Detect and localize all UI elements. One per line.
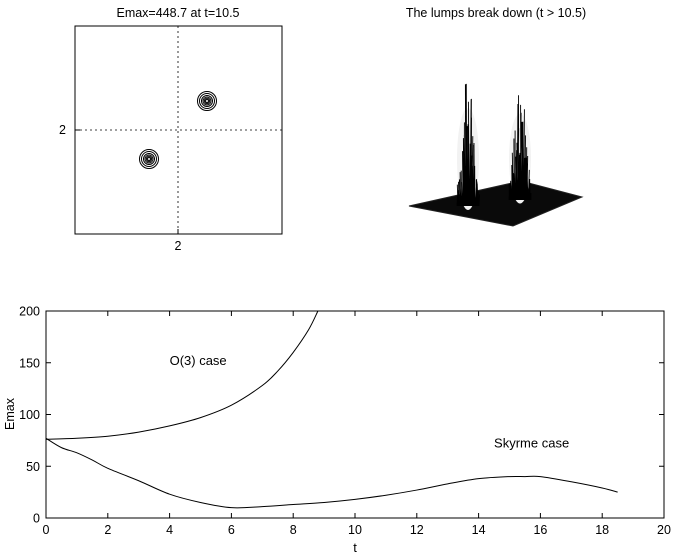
- surface-title: The lumps break down (t > 10.5): [406, 6, 586, 20]
- x-tick-label: 18: [595, 523, 609, 537]
- annotation-label: O(3) case: [170, 353, 227, 368]
- y-tick-label: 0: [33, 512, 40, 526]
- contour-frame: [74, 25, 283, 235]
- x-tick-label: 14: [472, 523, 486, 537]
- surface-panel: The lumps break down (t > 10.5): [406, 6, 586, 227]
- line-chart: 0 2 4 6 8 10 12 14 16 18 20 0 50 100 150 200 t Emax O(…: [3, 305, 671, 556]
- x-tick-label: 10: [348, 523, 362, 537]
- annotations: O(3) case Skyrme case: [170, 353, 570, 451]
- annotation-label: Skyrme case: [494, 436, 569, 451]
- contour-title: Emax=448.7 at t=10.5: [116, 6, 239, 20]
- y-tick-label: 100: [19, 408, 40, 422]
- x-ticks: 0 2 4 6 8 10 12 14 16 18 20: [43, 311, 671, 537]
- y-tick-label: 50: [26, 460, 40, 474]
- series-lines: [45, 310, 618, 509]
- surface-base-plane: [408, 180, 584, 227]
- x-tick-label: 4: [166, 523, 173, 537]
- y-tick-label: 150: [19, 356, 40, 370]
- lump-contour-lower: [139, 149, 159, 169]
- contour-ytick-label: 2: [59, 123, 66, 137]
- contour-panel: Emax=448.7 at t=10.5 2 2: [59, 6, 283, 253]
- x-tick-label: 20: [657, 523, 671, 537]
- y-axis-label: Emax: [3, 397, 17, 430]
- y-tick-label: 200: [19, 305, 40, 319]
- x-tick-label: 8: [290, 523, 297, 537]
- x-tick-label: 16: [533, 523, 547, 537]
- x-axis-label: t: [353, 540, 357, 555]
- lump-contour-upper: [197, 91, 217, 111]
- x-tick-label: 12: [410, 523, 424, 537]
- x-tick-label: 2: [104, 523, 111, 537]
- series-line-o-3-case: [45, 310, 319, 440]
- series-line-skyrme-case: [45, 437, 618, 509]
- plot-area: [45, 310, 665, 519]
- surface-lump-left: [456, 83, 481, 211]
- x-tick-label: 0: [43, 523, 50, 537]
- contour-xtick-label: 2: [175, 239, 182, 253]
- surface-lump-right: [508, 95, 532, 204]
- x-tick-label: 6: [228, 523, 235, 537]
- y-ticks: 0 50 100 150 200: [19, 305, 664, 526]
